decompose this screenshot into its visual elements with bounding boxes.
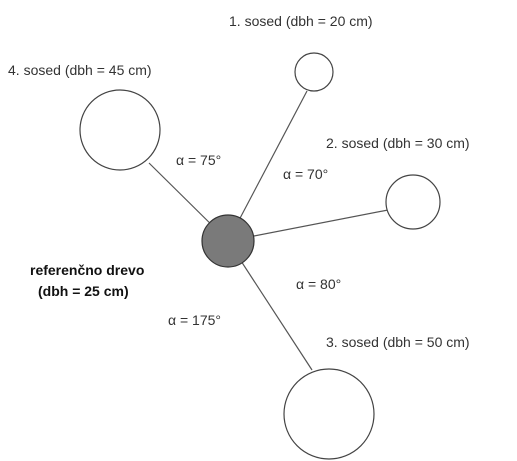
neighbor-4-tree: [79, 89, 161, 171]
reference-label-dbh: (dbh = 25 cm): [38, 283, 129, 299]
neighbor-4-label: 4. sosed (dbh = 45 cm): [8, 62, 152, 78]
angle-label-80: α = 80°: [296, 276, 342, 292]
connector-line-neighbor-1: [227, 90, 308, 242]
reference-tree: [201, 214, 255, 268]
connector-line-neighbor-2: [227, 209, 389, 242]
neighbor-1-label: 1. sosed (dbh = 20 cm): [229, 13, 373, 29]
angle-label-175: α = 175°: [168, 312, 222, 328]
neighbor-3-label: 3. sosed (dbh = 50 cm): [326, 334, 470, 350]
neighbor-2-label: 2. sosed (dbh = 30 cm): [326, 135, 470, 151]
neighbor-3-tree: [283, 368, 375, 460]
angle-label-75: α = 75°: [176, 152, 222, 168]
neighbor-2-tree: [385, 174, 441, 230]
neighbor-1-tree: [294, 52, 334, 92]
angle-label-70: α = 70°: [283, 166, 329, 182]
reference-label-name: referenčno drevo: [30, 262, 145, 278]
